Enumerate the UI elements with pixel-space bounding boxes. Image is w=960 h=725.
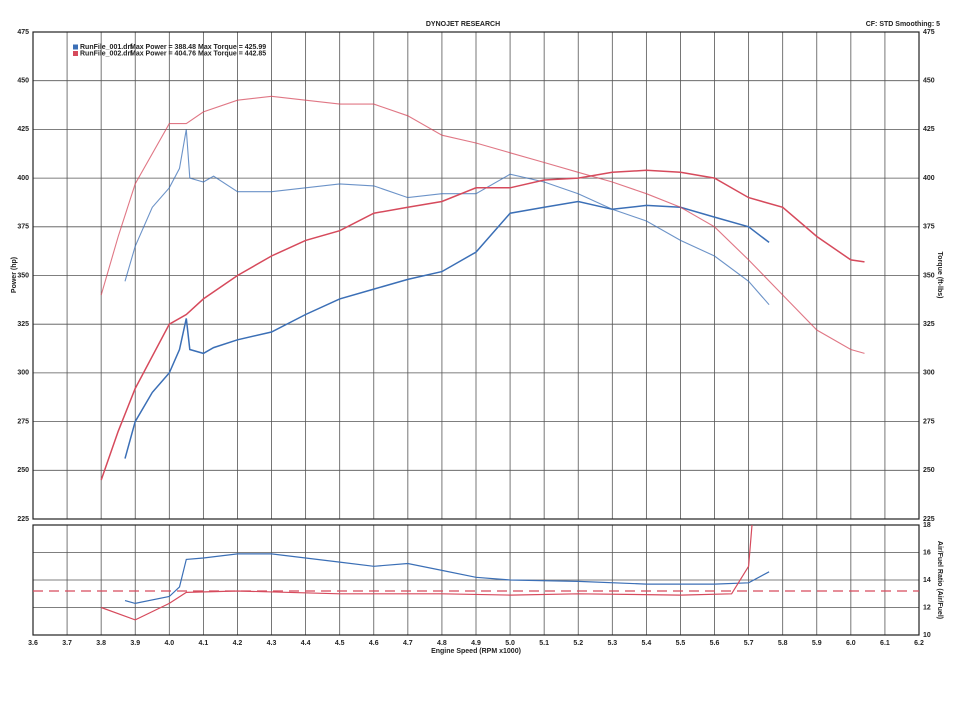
- y2-tick-label: 375: [923, 224, 935, 231]
- x-tick-label: 4.5: [335, 640, 345, 647]
- x-tick-label: 4.8: [437, 640, 447, 647]
- y2-tick-label: 250: [923, 467, 935, 474]
- x-tick-label: 4.6: [369, 640, 379, 647]
- y-tick-label: 450: [17, 78, 29, 85]
- legend-max-power: Max Power = 388.48: [130, 44, 196, 51]
- x-tick-label: 4.9: [471, 640, 481, 647]
- y2-tick-label: 12: [923, 604, 931, 611]
- y2-tick-label: 450: [923, 78, 935, 85]
- legend-swatch: [73, 44, 78, 50]
- legend-name: RunFile_001.drf: [80, 44, 133, 51]
- x-tick-label: 3.7: [62, 640, 72, 647]
- y2-tick-label: 225: [923, 516, 935, 523]
- legend-name: RunFile_002.drf: [80, 50, 133, 57]
- y-tick-label: 350: [17, 272, 29, 279]
- x-tick-label: 3.9: [130, 640, 140, 647]
- chart-title: DYNOJET RESEARCH: [426, 21, 500, 28]
- x-tick-label: 3.8: [96, 640, 106, 647]
- x-tick-label: 5.7: [744, 640, 754, 647]
- y-tick-label: 475: [17, 29, 29, 36]
- y-tick-label: 325: [17, 321, 29, 328]
- power-line: [100, 169, 865, 481]
- y-axis-label: Power (hp): [11, 257, 18, 293]
- y-tick-label: 225: [17, 516, 29, 523]
- y2-tick-label: 18: [923, 522, 931, 529]
- x-tick-label: 4.1: [199, 640, 209, 647]
- x-tick-label: 4.7: [403, 640, 413, 647]
- y-tick-label: 275: [17, 418, 29, 425]
- x-tick-label: 5.6: [710, 640, 720, 647]
- power-line: [124, 200, 770, 459]
- x-tick-label: 6.2: [914, 640, 924, 647]
- x-tick-label: 5.0: [505, 640, 515, 647]
- x-tick-label: 4.4: [301, 640, 311, 647]
- plot-frame: [32, 524, 920, 636]
- afr-line: [100, 524, 753, 621]
- y-tick-label: 375: [17, 224, 29, 231]
- x-tick-label: 5.3: [607, 640, 617, 647]
- x-tick-label: 5.4: [642, 640, 652, 647]
- y-tick-label: 300: [17, 370, 29, 377]
- x-tick-label: 3.6: [28, 640, 38, 647]
- legend-swatch: [73, 51, 78, 56]
- x-tick-label: 5.9: [812, 640, 822, 647]
- y2-tick-label: 16: [923, 549, 931, 556]
- x-axis-label: Engine Speed (RPM x1000): [431, 648, 521, 655]
- y2-axis-label: Torque (ft-lbs): [936, 252, 943, 299]
- afr-line: [124, 553, 770, 605]
- x-tick-label: 4.0: [164, 640, 174, 647]
- y2-tick-label: 475: [923, 29, 935, 36]
- x-tick-label: 6.1: [880, 640, 890, 647]
- legend-max-torque: Max Torque = 442.85: [198, 50, 266, 57]
- y-tick-label: 250: [17, 467, 29, 474]
- y2-tick-label: 400: [923, 175, 935, 182]
- y-tick-label: 400: [17, 175, 29, 182]
- x-tick-label: 5.1: [539, 640, 549, 647]
- y2-tick-label: 350: [923, 272, 935, 279]
- x-tick-label: 6.0: [846, 640, 856, 647]
- legend-max-torque: Max Torque = 425.99: [198, 44, 266, 51]
- y2-tick-label: 425: [923, 126, 935, 133]
- x-tick-label: 4.2: [233, 640, 243, 647]
- y2-tick-label: 10: [923, 632, 931, 639]
- torque-line: [100, 95, 865, 354]
- y2-tick-label: 300: [923, 370, 935, 377]
- y2-tick-label: 275: [923, 418, 935, 425]
- y2-tick-label: 325: [923, 321, 935, 328]
- legend-max-power: Max Power = 404.76: [130, 50, 196, 57]
- x-tick-label: 4.3: [267, 640, 277, 647]
- y-tick-label: 425: [17, 126, 29, 133]
- torque-line: [124, 129, 770, 306]
- x-tick-label: 5.2: [573, 640, 583, 647]
- y2-tick-label: 14: [923, 577, 931, 584]
- afr-axis-label: Air/Fuel Ratio (Air/Fuel): [936, 541, 943, 619]
- chart-subtitle: CF: STD Smoothing: 5: [866, 21, 940, 28]
- plot-frame: [32, 31, 920, 520]
- x-tick-label: 5.8: [778, 640, 788, 647]
- x-tick-label: 5.5: [676, 640, 686, 647]
